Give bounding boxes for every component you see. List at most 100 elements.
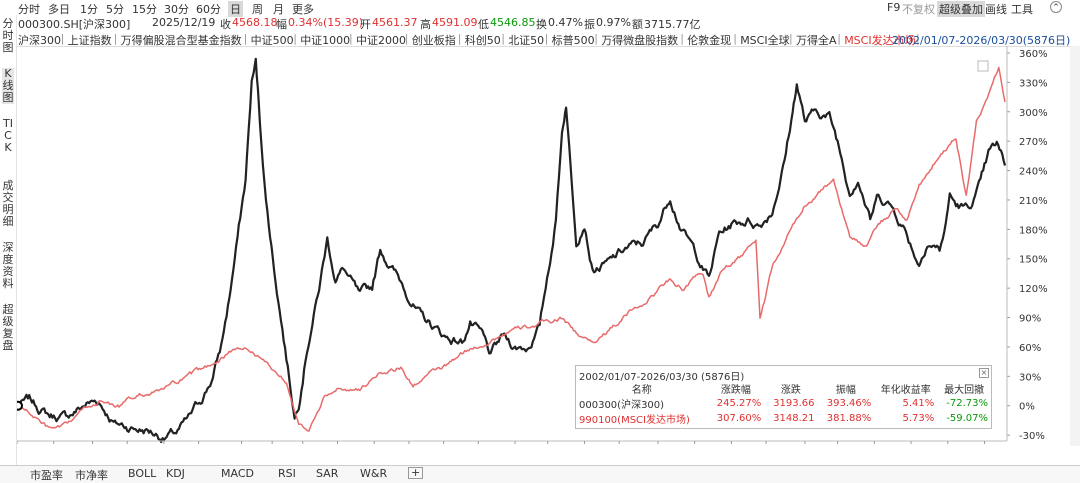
indicator-tab-5[interactable]: RSI — [278, 467, 296, 480]
table-row: 990100(MSCI发达市场) 307.60% 3148.21 381.88% 5.7… — [576, 411, 991, 426]
separator: | — [501, 32, 505, 45]
quote-high: 4591.09 — [432, 16, 478, 29]
period-3[interactable]: 5分 — [106, 3, 124, 16]
separator: | — [680, 32, 684, 45]
toolbar-fq[interactable]: 不复权 — [902, 3, 935, 16]
index-item-8[interactable]: 北证50 — [508, 34, 545, 47]
index-item-6[interactable]: 创业板指 — [411, 34, 456, 47]
chevron-up-icon[interactable]: ⌃ — [1050, 1, 1062, 13]
stats-table: 名称 涨跌幅 涨跌 振幅 年化收益率 最大回撤 000300(沪深300) 245.27% 3… — [576, 381, 991, 426]
stats-cell-dd: -72.73% — [946, 398, 988, 409]
quote-open-label: 开 — [360, 18, 371, 31]
index-item-1[interactable]: 上证指数 — [67, 34, 112, 47]
period-5[interactable]: 30分 — [164, 3, 189, 16]
period-2[interactable]: 1分 — [80, 3, 98, 16]
period-8[interactable]: 周 — [252, 3, 263, 16]
index-item-3[interactable]: 中证500 — [250, 34, 294, 47]
indicator-tab-6[interactable]: SAR — [316, 467, 339, 480]
left-tab-5[interactable]: 超级复盘 — [2, 303, 14, 352]
stats-cell-pct: 307.60% — [716, 413, 762, 424]
origin-marker — [17, 400, 23, 411]
period-7[interactable]: 日 — [228, 1, 243, 17]
index-item-14[interactable]: MSCI发达市场 — [844, 34, 916, 47]
period-0[interactable]: 分时 — [18, 3, 40, 16]
indicator-tab-2[interactable]: BOLL — [128, 467, 157, 480]
stats-header-5: 最大回撤 — [944, 385, 985, 396]
toolbar-draw[interactable]: 画线 — [985, 3, 1007, 16]
indicator-tab-7[interactable]: W&R — [360, 467, 388, 480]
quote-chg: 0.34%(15.39) — [288, 16, 364, 29]
quote-amp-label: 振 — [584, 18, 595, 31]
index-item-13[interactable]: 万得全A — [796, 34, 837, 47]
period-6[interactable]: 60分 — [196, 3, 221, 16]
index-item-10[interactable]: 万得微盘股指数 — [601, 34, 679, 47]
quote-code[interactable]: 000300.SH[沪深300] — [18, 18, 131, 31]
close-icon[interactable]: × — [979, 368, 989, 378]
price-chart[interactable]: 360% 330% 300% 270% 240% 210% 180% 150% 120% 90% 6… — [17, 46, 1072, 446]
index-item-5[interactable]: 中证2000 — [356, 34, 406, 47]
period-9[interactable]: 月 — [273, 3, 284, 16]
y-tick-label: -30% — [1019, 431, 1045, 442]
stats-cell-chg: 3193.66 — [773, 398, 815, 409]
index-item-0[interactable]: 沪深300 — [18, 34, 61, 47]
table-row: 000300(沪深300) 245.27% 3193.66 393.46% 5.41% -… — [576, 396, 991, 411]
index-item-12[interactable]: MSCI全球 — [740, 34, 790, 47]
quote-bar: 000300.SH[沪深300] 2025/12/19 收 4568.18 幅 … — [0, 15, 1080, 31]
y-tick-label: 120% — [1019, 284, 1048, 295]
indicator-tab-3[interactable]: KDJ — [166, 467, 185, 480]
quote-turn-label: 换 — [536, 18, 547, 31]
stats-header-2: 涨跌 — [780, 385, 801, 396]
stats-cell-dd: -59.07% — [946, 413, 988, 424]
add-indicator-button[interactable]: + — [408, 467, 424, 479]
stats-header-0: 名称 — [631, 385, 652, 396]
index-overlay-bar: 沪深300 | 上证指数 | 万得偏股混合型基金指数 | 中证500 | 中证1000 | 中证20… — [0, 31, 1080, 47]
quote-amt-label: 额 — [632, 18, 643, 31]
quote-amt: 3715.77亿 — [644, 18, 701, 31]
stats-header-1: 涨跌幅 — [720, 385, 751, 396]
index-item-2[interactable]: 万得偏股混合型基金指数 — [120, 34, 242, 47]
left-tab-0[interactable]: 分时图 — [2, 17, 14, 54]
separator: | — [916, 32, 920, 45]
quote-chg-label: 幅 — [276, 18, 287, 31]
left-tab-4[interactable]: 深度资料 — [2, 241, 14, 290]
separator: | — [457, 32, 462, 45]
maximize-icon[interactable] — [977, 60, 989, 72]
series-line-1 — [17, 66, 1006, 432]
left-tab-1[interactable]: K线图 — [2, 67, 14, 104]
separator: | — [544, 32, 549, 45]
period-10[interactable]: 更多 — [292, 3, 314, 16]
stats-cell-pct: 245.27% — [716, 398, 762, 409]
stats-panel: 2002/01/07-2026/03/30 (5876日) × 名称 涨跌幅 涨跌 振… — [575, 365, 992, 429]
quote-amp: 0.97% — [596, 16, 631, 29]
left-tab-2[interactable]: TICK — [3, 117, 13, 154]
separator: | — [113, 32, 118, 45]
y-tick-label: 150% — [1019, 255, 1048, 266]
separator: | — [404, 32, 409, 45]
indicator-tab-4[interactable]: MACD — [221, 467, 254, 480]
stats-cell-ann: 5.73% — [902, 413, 935, 424]
stats-cell-name: 990100(MSCI发达市场) — [579, 415, 690, 426]
separator: | — [243, 32, 248, 45]
index-item-7[interactable]: 科创50 — [464, 34, 501, 47]
toolbar-overlay[interactable]: 超级叠加 — [937, 1, 985, 17]
period-4[interactable]: 15分 — [132, 3, 157, 16]
separator: | — [349, 32, 353, 45]
period-1[interactable]: 多日 — [48, 3, 70, 16]
separator: | — [789, 32, 793, 45]
index-item-4[interactable]: 中证1000 — [300, 34, 351, 47]
toolbar-tools[interactable]: 工具 — [1011, 3, 1033, 16]
stats-cell-chg: 3148.21 — [773, 413, 815, 424]
toolbar-f9[interactable]: F9 — [887, 1, 901, 14]
quote-low: 4546.85 — [490, 16, 536, 29]
quote-date: 2025/12/19 — [152, 16, 216, 29]
stats-cell-ann: 5.41% — [902, 398, 935, 409]
stats-cell-name: 000300(沪深300) — [579, 400, 665, 411]
index-item-9[interactable]: 标普500 — [551, 34, 595, 47]
right-scrollbar[interactable] — [1070, 46, 1080, 446]
indicator-tab-1[interactable]: 市净率 — [75, 469, 108, 482]
quote-close-label: 收 — [220, 18, 231, 31]
left-tab-3[interactable]: 成交明细 — [2, 179, 14, 228]
index-item-11[interactable]: 伦敦金现 — [687, 34, 732, 47]
separator: | — [60, 32, 65, 45]
indicator-tab-0[interactable]: 市盈率 — [30, 469, 63, 482]
